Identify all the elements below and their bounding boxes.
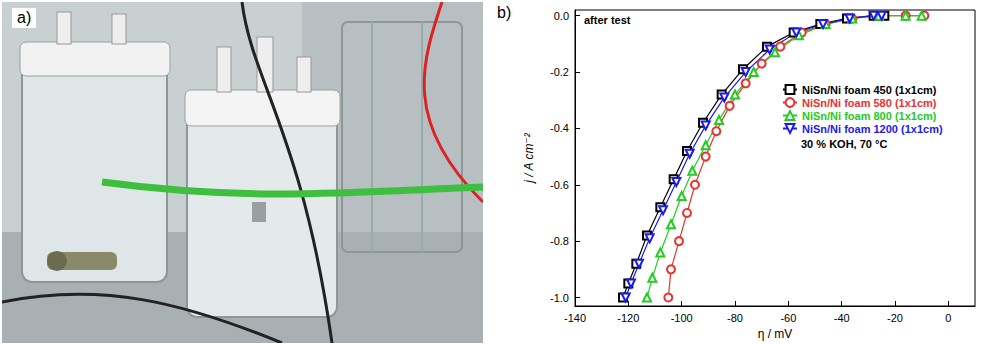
svg-text:-0.8: -0.8 bbox=[550, 235, 569, 247]
svg-text:NiSn/Ni foam 800 (1x1cm): NiSn/Ni foam 800 (1x1cm) bbox=[802, 110, 937, 122]
svg-text:after test: after test bbox=[584, 14, 631, 26]
svg-text:0: 0 bbox=[945, 312, 951, 324]
svg-text:30 % KOH, 70 °C: 30 % KOH, 70 °C bbox=[801, 138, 887, 150]
svg-text:-1.0: -1.0 bbox=[550, 292, 569, 304]
svg-text:-120: -120 bbox=[617, 312, 639, 324]
svg-text:-20: -20 bbox=[887, 312, 903, 324]
svg-text:-40: -40 bbox=[834, 312, 850, 324]
svg-text:-80: -80 bbox=[727, 312, 743, 324]
svg-text:b): b) bbox=[497, 4, 511, 21]
html-text:a): a) bbox=[17, 9, 32, 26]
svg-text:NiSn/Ni foam 450 (1x1cm): NiSn/Ni foam 450 (1x1cm) bbox=[802, 84, 937, 96]
svg-text:-0.4: -0.4 bbox=[550, 122, 569, 134]
svg-text:NiSn/Ni foam 1200 (1x1cm): NiSn/Ni foam 1200 (1x1cm) bbox=[802, 123, 943, 135]
svg-text:j / A cm⁻²: j / A cm⁻² bbox=[522, 132, 536, 184]
svg-text:-0.6: -0.6 bbox=[550, 179, 569, 191]
svg-text:η / mV: η / mV bbox=[758, 327, 793, 341]
svg-text:0.0: 0.0 bbox=[554, 10, 569, 22]
svg-text:NiSn/Ni foam 580 (1x1cm): NiSn/Ni foam 580 (1x1cm) bbox=[802, 97, 937, 109]
svg-text:-60: -60 bbox=[780, 312, 796, 324]
svg-text:-0.2: -0.2 bbox=[550, 66, 569, 78]
svg-text:-100: -100 bbox=[671, 312, 693, 324]
svg-text:-140: -140 bbox=[564, 312, 586, 324]
